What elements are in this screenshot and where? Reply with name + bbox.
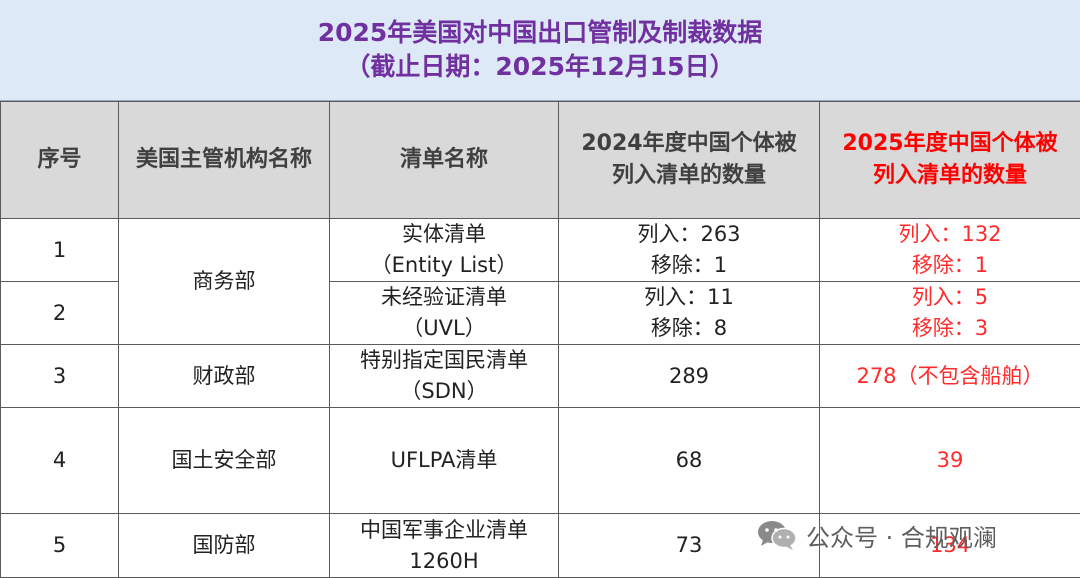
row-agency: 商务部 [119,219,330,345]
header-row: 序号 美国主管机构名称 清单名称 2024年度中国个体被 列入清单的数量 202… [1,102,1080,219]
watermark-text: 公众号 · 合规观澜 [806,518,997,553]
table-row: 3 财政部 特别指定国民清单 （SDN） 289 278（不包含船舶） [1,345,1080,408]
row-seq: 1 [1,219,119,282]
header-2025-count: 2025年度中国个体被 列入清单的数量 [820,102,1080,219]
title-band: 2025年美国对中国出口管制及制裁数据 （截止日期：2025年12月15日） [0,0,1080,101]
row-2024-count: 68 [559,408,820,514]
row-list-name: 中国军事企业清单 1260H [330,514,559,578]
row-seq: 5 [1,514,119,578]
row-2025-count: 39 [820,408,1080,514]
row-list-name: 特别指定国民清单 （SDN） [330,345,559,408]
sanctions-table: 序号 美国主管机构名称 清单名称 2024年度中国个体被 列入清单的数量 202… [0,101,1080,578]
table-row: 1 商务部 实体清单 （Entity List） 列入：263 移除：1 列入：… [1,219,1080,282]
row-list-name: 未经验证清单 （UVL） [330,282,559,345]
row-2025-count: 列入：5 移除：3 [820,282,1080,345]
row-2024-count: 列入：263 移除：1 [559,219,820,282]
header-list-name: 清单名称 [330,102,559,219]
row-list-name: UFLPA清单 [330,408,559,514]
row-2024-count: 列入：11 移除：8 [559,282,820,345]
header-agency: 美国主管机构名称 [119,102,330,219]
page-subtitle: （截止日期：2025年12月15日） [345,50,734,84]
row-seq: 4 [1,408,119,514]
table-row: 4 国土安全部 UFLPA清单 68 39 [1,408,1080,514]
row-seq: 3 [1,345,119,408]
row-agency: 国防部 [119,514,330,578]
row-list-name: 实体清单 （Entity List） [330,219,559,282]
wechat-icon [756,519,798,551]
row-agency: 财政部 [119,345,330,408]
row-agency: 国土安全部 [119,408,330,514]
page-title: 2025年美国对中国出口管制及制裁数据 [318,16,763,50]
row-2025-count: 列入：132 移除：1 [820,219,1080,282]
header-2024-count: 2024年度中国个体被 列入清单的数量 [559,102,820,219]
row-2024-count: 289 [559,345,820,408]
row-2025-count: 278（不包含船舶） [820,345,1080,408]
row-seq: 2 [1,282,119,345]
watermark: 公众号 · 合规观澜 [756,515,997,555]
header-seq: 序号 [1,102,119,219]
